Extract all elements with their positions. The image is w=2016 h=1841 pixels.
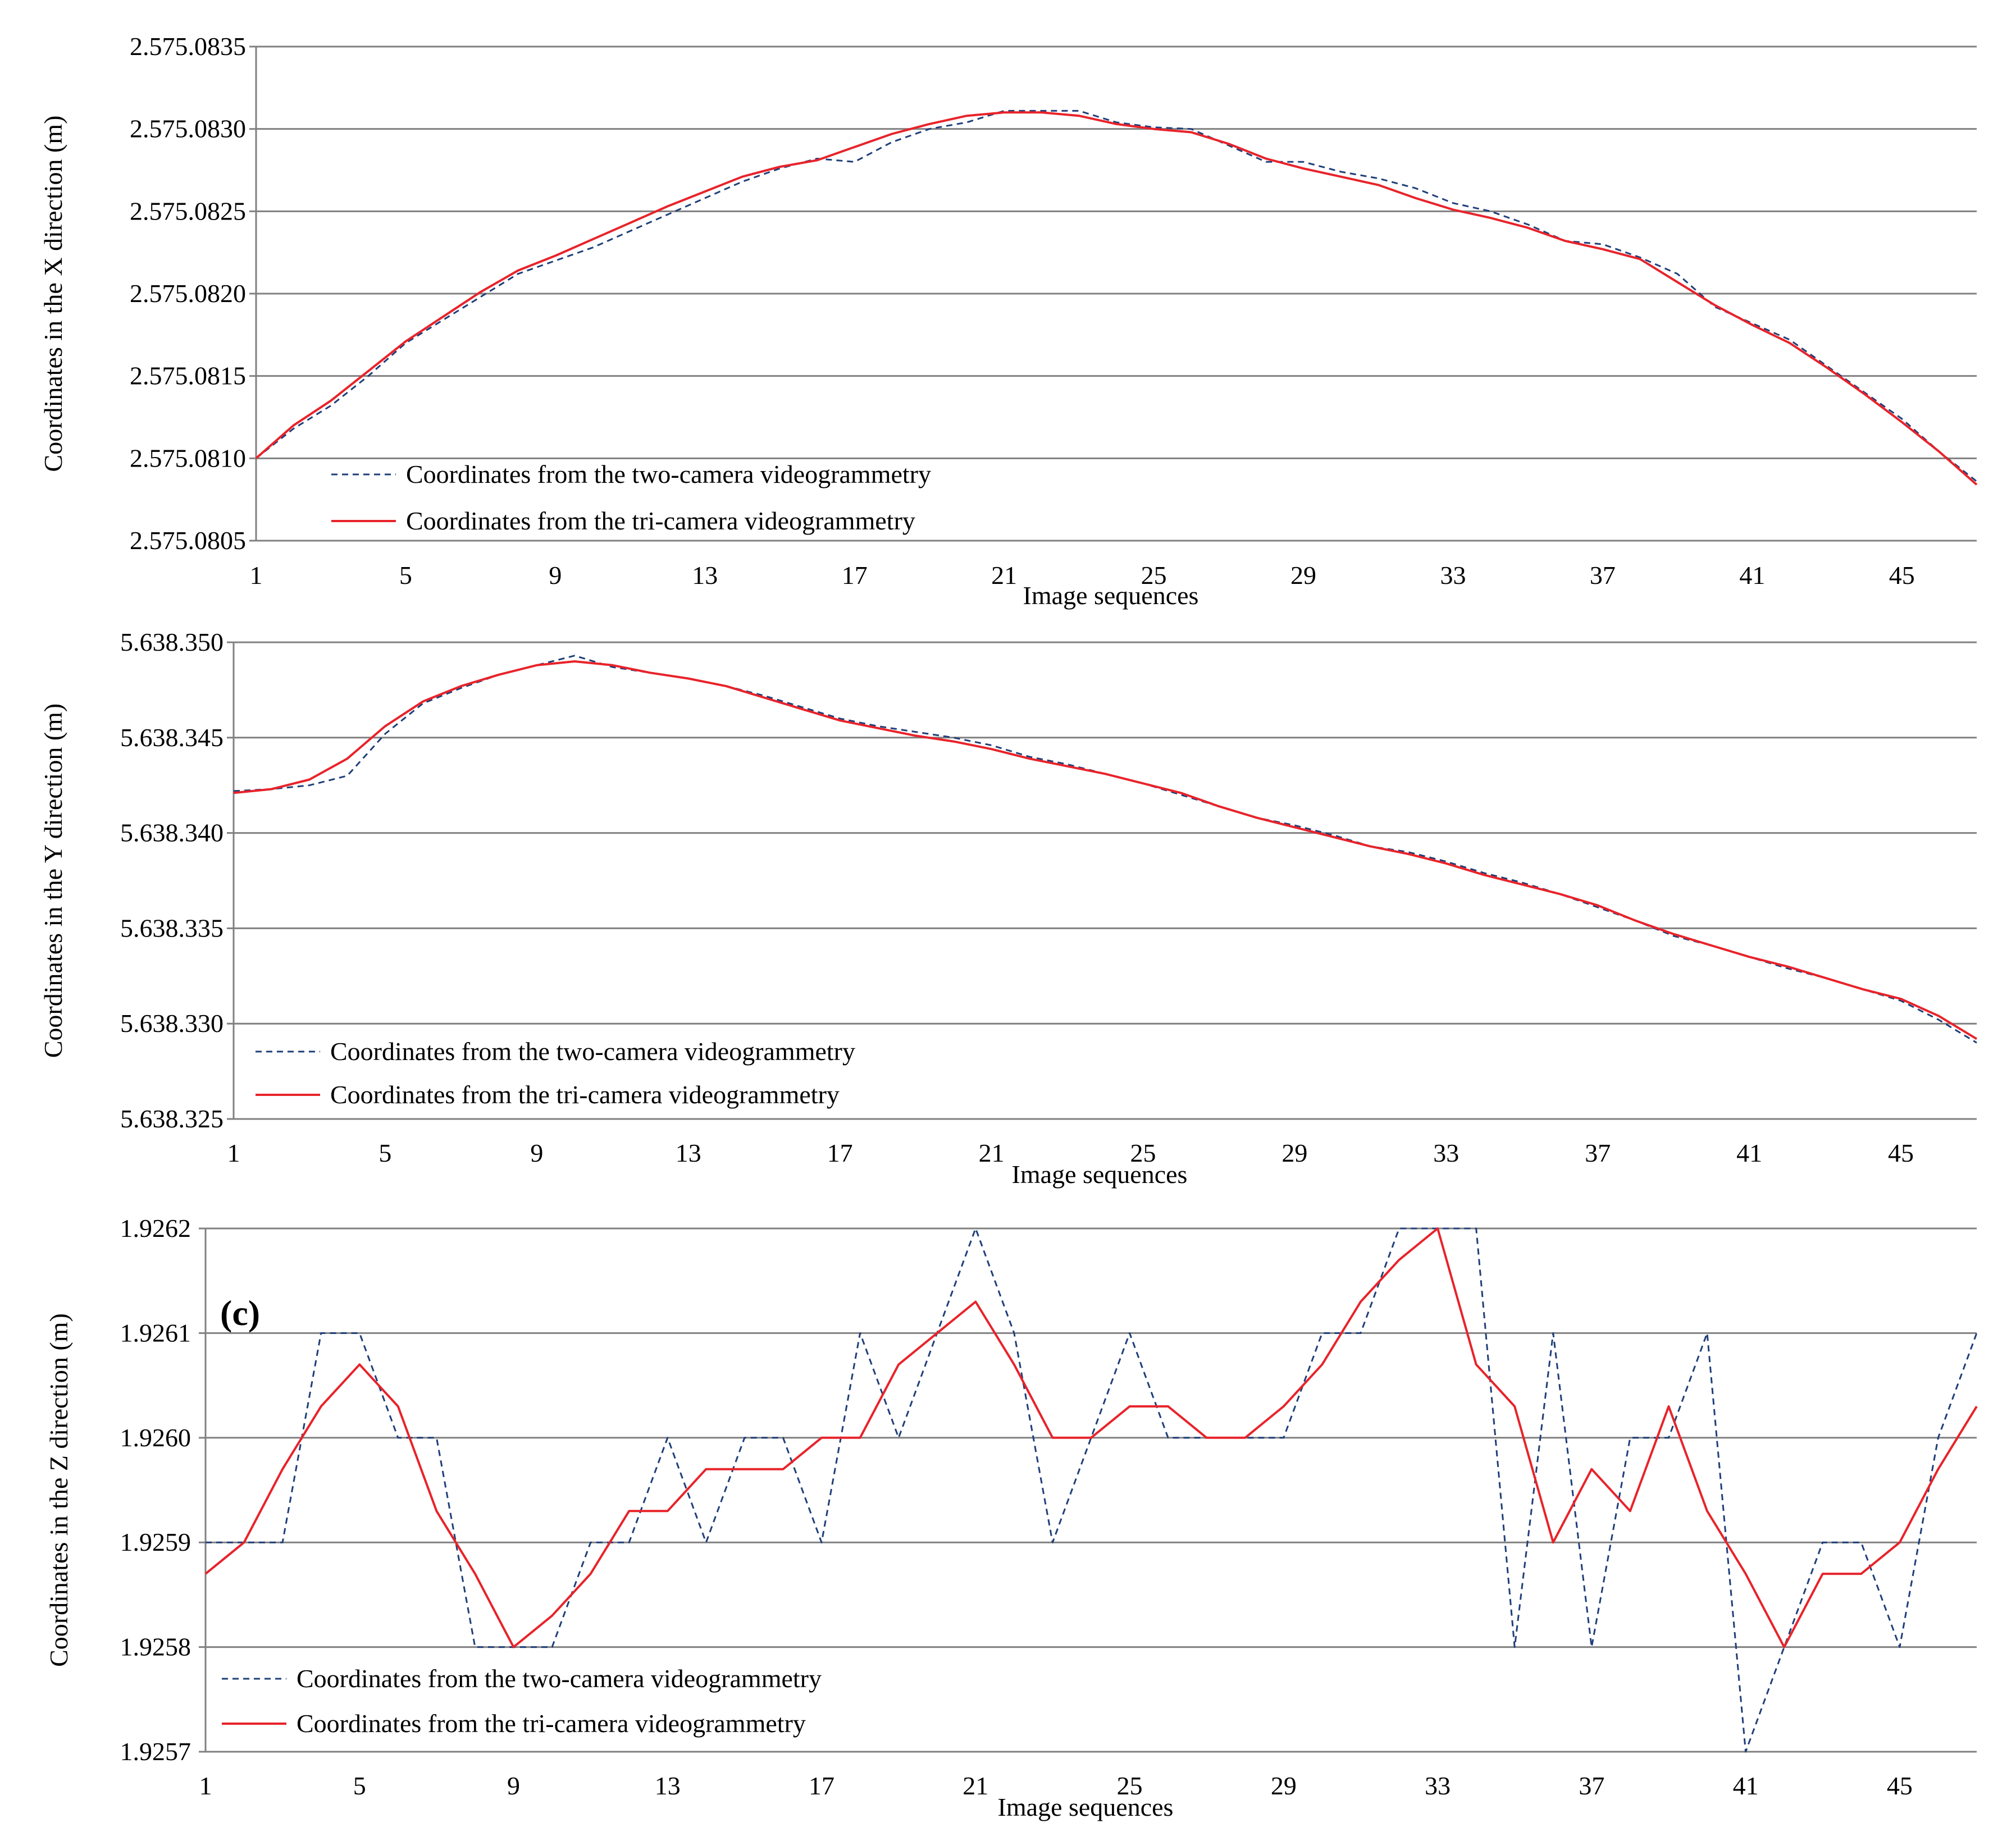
x-tick-label: 29 bbox=[1271, 1771, 1297, 1800]
x-tick-label: 45 bbox=[1889, 561, 1915, 590]
y-tick-label: 2.575.0835 bbox=[130, 32, 246, 61]
x-tick-label: 9 bbox=[530, 1139, 543, 1167]
x-tick-label: 13 bbox=[676, 1139, 701, 1167]
x-tick-label: 29 bbox=[1290, 561, 1316, 590]
y-tick-label: 1.9258 bbox=[120, 1633, 191, 1661]
x-tick-label: 9 bbox=[507, 1771, 520, 1800]
legend-label-two-camera: Coordinates from the two-camera videogra… bbox=[297, 1664, 822, 1693]
x-tick-label: 13 bbox=[692, 561, 718, 590]
legend-label-two-camera: Coordinates from the two-camera videogra… bbox=[330, 1037, 855, 1066]
x-tick-label: 5 bbox=[399, 561, 412, 590]
x-tick-label: 17 bbox=[842, 561, 868, 590]
y-tick-label: 5.638.340 bbox=[120, 819, 224, 847]
x-tick-label: 5 bbox=[353, 1771, 366, 1800]
y-tick-label: 2.575.0810 bbox=[130, 444, 246, 472]
series-line-tri-camera bbox=[204, 1227, 1978, 1648]
legend-label-two-camera: Coordinates from the two-camera videogra… bbox=[406, 460, 931, 488]
z-direction-chart: (c) 1.9257 1.9258 1.9259 1.9260 1.9261 1.9262… bbox=[44, 1214, 1978, 1821]
y-axis-title: Coordinates in the X direction (m) bbox=[39, 116, 67, 472]
x-tick-label: 1 bbox=[199, 1771, 212, 1800]
x-tick-label: 45 bbox=[1888, 1139, 1914, 1167]
y-tick-label: 5.638.325 bbox=[120, 1104, 224, 1133]
y-tick-label: 2.575.0825 bbox=[130, 197, 246, 225]
x-tick-label: 41 bbox=[1739, 561, 1765, 590]
x-tick-label: 41 bbox=[1736, 1139, 1762, 1167]
x-tick-label: 33 bbox=[1440, 561, 1466, 590]
x-tick-label: 1 bbox=[227, 1139, 240, 1167]
x-tick-label: 1 bbox=[250, 561, 263, 590]
y-tick-label: 1.9262 bbox=[120, 1214, 191, 1242]
y-tick-label: 2.575.0805 bbox=[130, 526, 246, 555]
x-axis-title: Image sequences bbox=[1023, 581, 1199, 610]
x-tick-label: 9 bbox=[549, 561, 562, 590]
x-tick-label: 37 bbox=[1590, 561, 1616, 590]
y-tick-label: 2.575.0820 bbox=[130, 279, 246, 308]
y-tick-label: 2.575.0830 bbox=[130, 115, 246, 143]
legend-label-tri-camera: Coordinates from the tri-camera videogra… bbox=[297, 1709, 806, 1738]
y-tick-label: 5.638.350 bbox=[120, 628, 224, 656]
y-tick-label: 1.9259 bbox=[120, 1528, 191, 1556]
y-tick-label: 5.638.335 bbox=[120, 913, 224, 942]
series-line-tri-camera bbox=[233, 660, 1978, 1040]
y-tick-label: 2.575.0815 bbox=[130, 362, 246, 390]
x-direction-chart: 2.575.0805 2.575.0810 2.575.0815 2.575.0820… bbox=[39, 32, 1978, 610]
series-line-two-camera bbox=[206, 1227, 1978, 1753]
series-line-two-camera bbox=[256, 109, 1977, 482]
x-tick-label: 25 bbox=[1141, 561, 1167, 590]
x-tick-label: 29 bbox=[1281, 1139, 1307, 1167]
legend-label-tri-camera: Coordinates from the tri-camera videogra… bbox=[330, 1080, 840, 1109]
x-tick-label: 33 bbox=[1433, 1139, 1459, 1167]
x-tick-label: 37 bbox=[1579, 1771, 1604, 1800]
x-tick-label: 13 bbox=[655, 1771, 681, 1800]
panel-label-c: (c) bbox=[220, 1293, 260, 1333]
x-tick-label: 37 bbox=[1585, 1139, 1611, 1167]
x-tick-label: 5 bbox=[378, 1139, 391, 1167]
series-line-tri-camera bbox=[255, 111, 1978, 486]
x-tick-label: 25 bbox=[1130, 1139, 1156, 1167]
x-tick-label: 17 bbox=[827, 1139, 853, 1167]
x-axis-title: Image sequences bbox=[1012, 1160, 1188, 1189]
x-tick-label: 41 bbox=[1733, 1771, 1759, 1800]
x-tick-label: 21 bbox=[979, 1139, 1005, 1167]
y-direction-chart: 5.638.325 5.638.330 5.638.335 5.638.340 5.63… bbox=[39, 628, 1978, 1189]
y-tick-label: 5.638.345 bbox=[120, 723, 224, 752]
y-axis-title: Coordinates in the Y direction (m) bbox=[39, 703, 67, 1058]
x-axis-title: Image sequences bbox=[998, 1793, 1174, 1821]
series-line-two-camera bbox=[233, 655, 1977, 1044]
x-tick-label: 33 bbox=[1425, 1771, 1451, 1800]
x-tick-label: 25 bbox=[1117, 1771, 1143, 1800]
y-axis-title: Coordinates in the Z direction (m) bbox=[44, 1313, 73, 1667]
x-tick-label: 17 bbox=[809, 1771, 834, 1800]
y-tick-label: 1.9257 bbox=[120, 1737, 191, 1766]
x-tick-label: 21 bbox=[991, 561, 1017, 590]
x-tick-label: 45 bbox=[1887, 1771, 1913, 1800]
x-tick-label: 21 bbox=[963, 1771, 988, 1800]
y-tick-label: 1.9260 bbox=[120, 1423, 191, 1452]
y-tick-label: 1.9261 bbox=[120, 1318, 191, 1347]
y-tick-label: 5.638.330 bbox=[120, 1009, 224, 1038]
legend-label-tri-camera: Coordinates from the tri-camera videogra… bbox=[406, 506, 915, 535]
